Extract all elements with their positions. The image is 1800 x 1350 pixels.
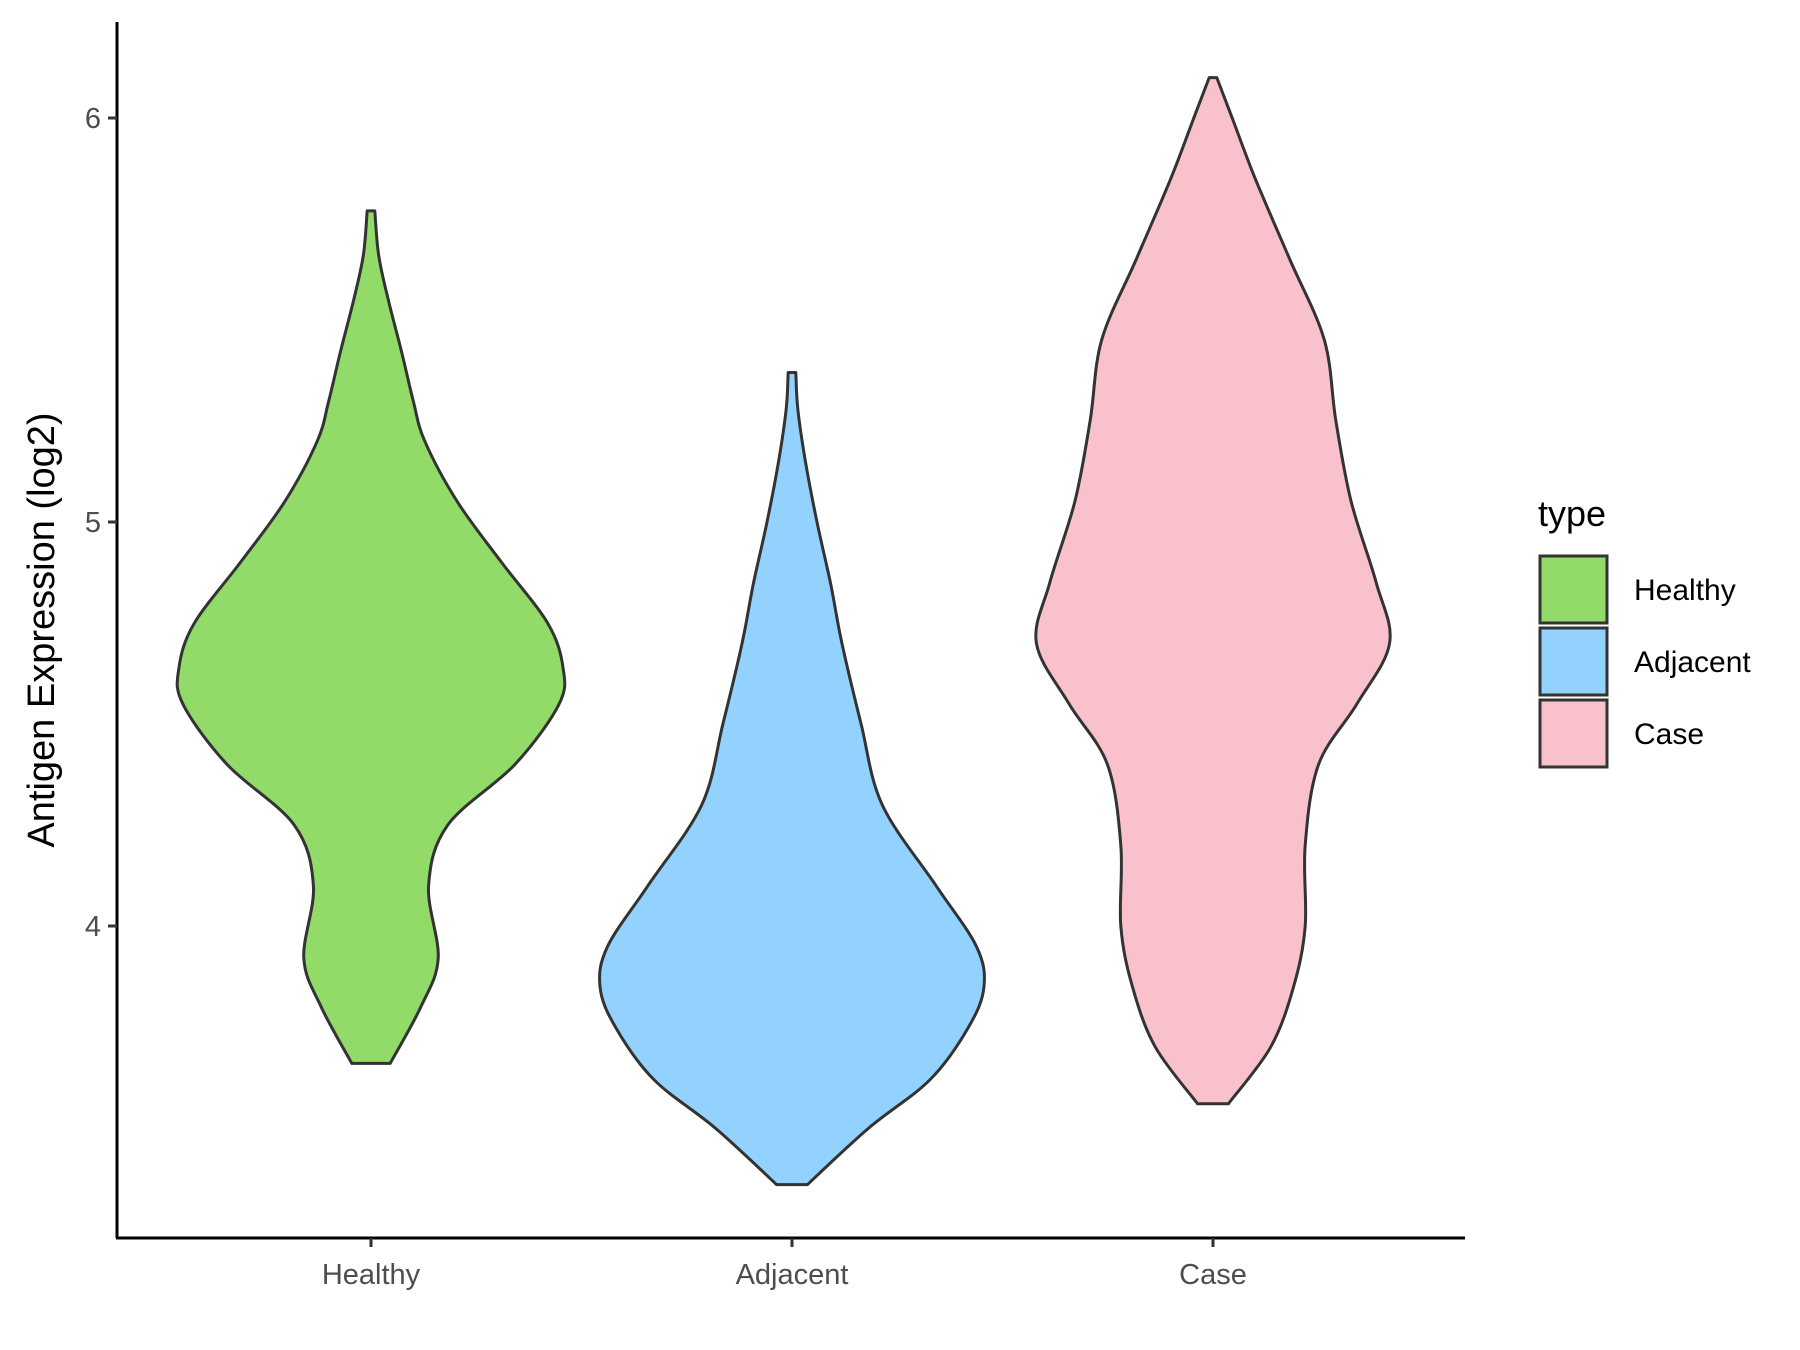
y-tick-label: 6 <box>85 103 101 135</box>
legend-label-healthy: Healthy <box>1634 574 1736 607</box>
legend-key-healthy <box>1538 554 1609 625</box>
legend: type Healthy Adjacent Case <box>1538 493 1751 769</box>
legend-title: type <box>1538 493 1606 534</box>
legend-label-adjacent: Adjacent <box>1634 646 1751 679</box>
legend-key-case <box>1538 698 1609 769</box>
violins-group <box>175 76 1392 1187</box>
x-tick-label-adjacent: Adjacent <box>736 1259 849 1291</box>
violin-case <box>1034 76 1392 1106</box>
y-tick-label: 5 <box>85 507 101 539</box>
x-tick-label-healthy: Healthy <box>322 1259 421 1291</box>
x-tick-label-case: Case <box>1179 1259 1247 1291</box>
y-ticks-group: 4 5 6 <box>85 103 117 943</box>
violin-adjacent <box>598 371 986 1187</box>
y-axis-title: Antigen Expression (log2) <box>21 412 63 847</box>
legend-key-adjacent <box>1538 626 1609 697</box>
violin-healthy <box>175 209 567 1065</box>
x-ticks-group: Healthy Adjacent Case <box>322 1238 1247 1291</box>
y-tick-label: 4 <box>85 911 101 943</box>
legend-items: Healthy Adjacent Case <box>1538 554 1751 769</box>
legend-label-case: Case <box>1634 718 1704 751</box>
